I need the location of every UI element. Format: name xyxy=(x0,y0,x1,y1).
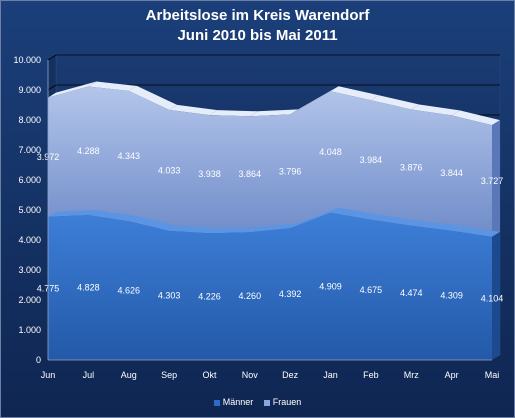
legend: Männer Frauen xyxy=(0,397,515,407)
area-top-maenner xyxy=(411,220,460,231)
area-top-maenner xyxy=(128,216,178,231)
area-top-frauen xyxy=(48,81,97,98)
data-label-frauen: 3.727 xyxy=(481,176,504,186)
area-top-maenner xyxy=(249,223,299,233)
data-label-frauen: 4.288 xyxy=(77,146,100,156)
data-label-maenner: 4.226 xyxy=(198,292,221,302)
area-maenner xyxy=(48,212,492,360)
x-tick-label: Okt xyxy=(202,370,217,380)
data-label-maenner: 4.303 xyxy=(158,290,181,300)
data-label-frauen: 4.343 xyxy=(117,151,140,161)
area-top-maenner xyxy=(209,227,258,234)
area-top-frauen xyxy=(370,95,420,110)
data-label-maenner: 4.675 xyxy=(360,285,383,295)
x-tick-label: Sep xyxy=(161,370,177,380)
chart-subtitle: Juni 2010 bis Mai 2011 xyxy=(177,27,338,44)
x-tick-label: Nov xyxy=(242,370,259,380)
area-top-frauen xyxy=(209,110,258,117)
data-label-maenner: 4.909 xyxy=(319,281,342,291)
y-tick-label: 0 xyxy=(36,355,41,365)
x-tick-label: Mai xyxy=(485,370,500,380)
area-top-maenner xyxy=(88,210,137,222)
area-top-maenner xyxy=(169,225,218,234)
area-top-maenner xyxy=(370,214,420,226)
data-label-frauen: 3.984 xyxy=(360,155,383,165)
data-label-maenner: 4.309 xyxy=(440,290,463,300)
y-tick-label: 8.000 xyxy=(18,115,41,125)
data-label-frauen: 3.938 xyxy=(198,169,221,179)
legend-swatch-maenner xyxy=(213,399,220,406)
legend-label-frauen: Frauen xyxy=(272,397,302,407)
area-top-frauen xyxy=(330,86,379,101)
area-top-frauen xyxy=(249,109,299,117)
legend-swatch-frauen xyxy=(263,399,270,406)
area-top-frauen xyxy=(290,86,339,115)
area-top-frauen xyxy=(451,110,500,126)
y-tick-label: 9.000 xyxy=(18,85,41,95)
area-side-frauen xyxy=(492,120,500,237)
x-tick-label: Apr xyxy=(445,370,459,380)
x-tick-label: Dez xyxy=(282,370,299,380)
data-label-maenner: 4.392 xyxy=(279,289,302,299)
x-tick-label: Jun xyxy=(41,370,56,380)
area-top-frauen xyxy=(169,104,218,116)
data-label-maenner: 4.104 xyxy=(481,293,504,303)
data-label-frauen: 4.048 xyxy=(319,147,342,157)
x-tick-label: Feb xyxy=(363,370,379,380)
legend-item-frauen: Frauen xyxy=(263,397,302,407)
y-tick-label: 7.000 xyxy=(18,145,41,155)
legend-item-maenner: Männer xyxy=(213,397,254,407)
area-top-frauen xyxy=(88,81,137,91)
y-tick-label: 10.000 xyxy=(13,55,41,65)
x-tick-label: Jan xyxy=(323,370,338,380)
area-side-maenner xyxy=(492,231,500,360)
data-label-frauen: 3.864 xyxy=(239,169,262,179)
area-top-maenner xyxy=(290,207,339,229)
area-top-maenner xyxy=(48,210,97,217)
y-tick-label: 5.000 xyxy=(18,205,41,215)
area-top-maenner xyxy=(330,207,379,220)
data-label-maenner: 4.474 xyxy=(400,288,423,298)
data-label-frauen: 3.876 xyxy=(400,163,423,173)
y-tick-label: 3.000 xyxy=(18,265,41,275)
data-label-frauen: 3.796 xyxy=(279,166,302,176)
x-tick-label: Mrz xyxy=(404,370,419,380)
gridline-diag xyxy=(47,84,57,91)
area-top-frauen xyxy=(411,104,460,116)
y-tick-label: 2.000 xyxy=(18,295,41,305)
chart-title-block: Arbeitslose im Kreis Warendorf Juni 2010… xyxy=(0,6,515,46)
data-label-frauen: 4.033 xyxy=(158,165,181,175)
data-label-maenner: 4.260 xyxy=(239,291,262,301)
y-tick-label: 1.000 xyxy=(18,325,41,335)
area-frauen xyxy=(48,86,492,237)
data-label-maenner: 4.828 xyxy=(77,283,100,293)
legend-label-maenner: Männer xyxy=(222,397,254,407)
y-tick-label: 4.000 xyxy=(18,235,41,245)
y-tick-label: 6.000 xyxy=(18,175,41,185)
gridline-diag xyxy=(47,54,57,61)
x-tick-label: Jul xyxy=(83,370,95,380)
x-tick-label: Aug xyxy=(121,370,137,380)
data-label-frauen: 3.844 xyxy=(440,168,463,178)
area-top-frauen xyxy=(128,85,178,110)
area-top-maenner xyxy=(451,225,500,237)
data-label-maenner: 4.626 xyxy=(117,286,140,296)
chart-title: Arbeitslose im Kreis Warendorf xyxy=(145,7,370,24)
